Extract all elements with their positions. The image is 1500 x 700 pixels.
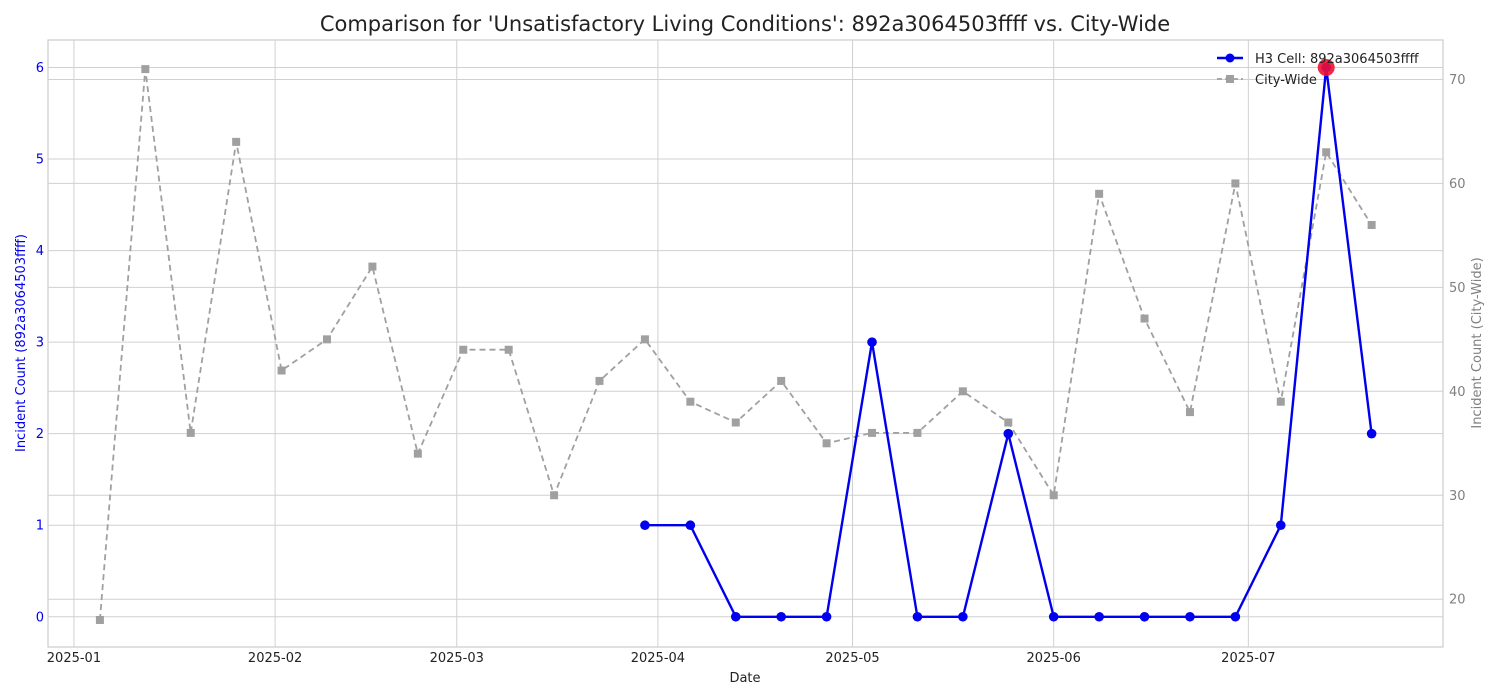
y-right-tick-label: 30	[1449, 489, 1466, 504]
y-left-gridlines	[48, 66, 1443, 618]
citywide-point	[504, 345, 513, 354]
cell-point	[1139, 611, 1150, 622]
y-right-axis-label: Incident Count (City-Wide)	[1470, 257, 1485, 428]
series-cell	[640, 62, 1377, 622]
cell-point	[821, 611, 832, 622]
x-tick-label: 2025-01	[47, 651, 101, 666]
citywide-point	[186, 428, 195, 437]
x-tick-label: 2025-06	[1027, 651, 1081, 666]
legend-cell-marker	[1225, 53, 1235, 63]
y-left-tick-label: 5	[36, 153, 44, 168]
cell-point	[640, 520, 650, 531]
y-right-tick-label: 60	[1449, 177, 1466, 192]
y-right-tick-labels: 20 30 40 50 60 70	[1449, 73, 1466, 608]
legend-cell-label: H3 Cell: 892a3064503ffff	[1255, 52, 1420, 67]
citywide-point	[1367, 221, 1376, 230]
y-left-tick-label: 3	[36, 336, 44, 351]
x-tick-label: 2025-03	[430, 651, 484, 666]
citywide-point	[413, 449, 422, 458]
citywide-point	[1276, 397, 1285, 406]
legend-citywide-marker	[1226, 75, 1234, 83]
citywide-point	[731, 418, 740, 427]
y-left-tick-label: 4	[36, 244, 44, 259]
citywide-point	[1095, 189, 1104, 198]
x-gridlines	[73, 40, 1249, 647]
cell-point	[912, 611, 923, 622]
y-right-tick-label: 50	[1449, 281, 1466, 296]
citywide-point	[1004, 418, 1013, 427]
legend: H3 Cell: 892a3064503ffff City-Wide	[1217, 52, 1420, 88]
plot-area	[47, 39, 1444, 648]
cell-point	[958, 611, 968, 622]
x-tick-labels: 2025-01 2025-02 2025-03 2025-04 2025-05 2025-…	[47, 651, 1276, 666]
citywide-point	[1140, 314, 1149, 323]
cell-point	[1366, 428, 1377, 439]
cell-point	[1185, 611, 1195, 622]
citywide-point	[958, 387, 967, 396]
citywide-point	[141, 65, 150, 74]
citywide-point	[277, 366, 286, 375]
citywide-point	[640, 335, 649, 344]
cell-point	[730, 611, 741, 622]
y-left-tick-label: 0	[36, 610, 44, 625]
cell-point	[685, 520, 696, 531]
cell-point	[1003, 428, 1014, 439]
highlight-point	[1317, 58, 1335, 76]
citywide-point	[1049, 491, 1058, 500]
chart-title: Comparison for 'Unsatisfactory Living Co…	[320, 12, 1170, 36]
y-right-tick-label: 20	[1449, 593, 1466, 608]
x-tick-label: 2025-02	[248, 651, 302, 666]
cell-point	[1094, 611, 1104, 622]
cell-point	[867, 337, 877, 347]
citywide-point	[1322, 148, 1331, 157]
citywide-point	[1231, 179, 1240, 188]
y-left-tick-labels: 0 1 2 3 4 5 6	[36, 61, 44, 625]
y-left-tick-label: 2	[36, 427, 44, 442]
citywide-point	[232, 137, 241, 146]
citywide-point	[868, 428, 877, 437]
legend-citywide-label: City-Wide	[1255, 73, 1317, 88]
citywide-point	[368, 262, 377, 271]
cell-point	[1048, 611, 1059, 622]
citywide-point	[323, 335, 331, 344]
series-citywide	[95, 65, 1376, 624]
y-right-tick-label: 40	[1449, 385, 1466, 400]
citywide-point	[822, 439, 831, 448]
highlight-layer	[1317, 58, 1335, 76]
x-tick-label: 2025-05	[825, 651, 879, 666]
y-left-axis-label: Incident Count (892a3064503ffff)	[14, 234, 29, 452]
y-left-tick-label: 1	[36, 519, 44, 534]
citywide-point	[777, 376, 786, 385]
citywide-point	[686, 397, 695, 406]
y-left-tick-label: 6	[36, 61, 44, 76]
citywide-point	[595, 376, 604, 385]
citywide-point	[95, 615, 104, 624]
citywide-point	[1185, 408, 1194, 417]
y-right-gridlines	[48, 78, 1443, 600]
citywide-point	[913, 428, 922, 437]
cell-point	[1275, 520, 1286, 531]
x-tick-label: 2025-07	[1221, 651, 1275, 666]
citywide-point	[459, 345, 468, 354]
x-tick-label: 2025-04	[631, 651, 685, 666]
cell-point	[1230, 611, 1241, 622]
citywide-point	[550, 491, 559, 500]
cell-point	[776, 611, 786, 622]
y-right-tick-label: 70	[1449, 73, 1466, 88]
x-axis-label: Date	[729, 671, 760, 686]
